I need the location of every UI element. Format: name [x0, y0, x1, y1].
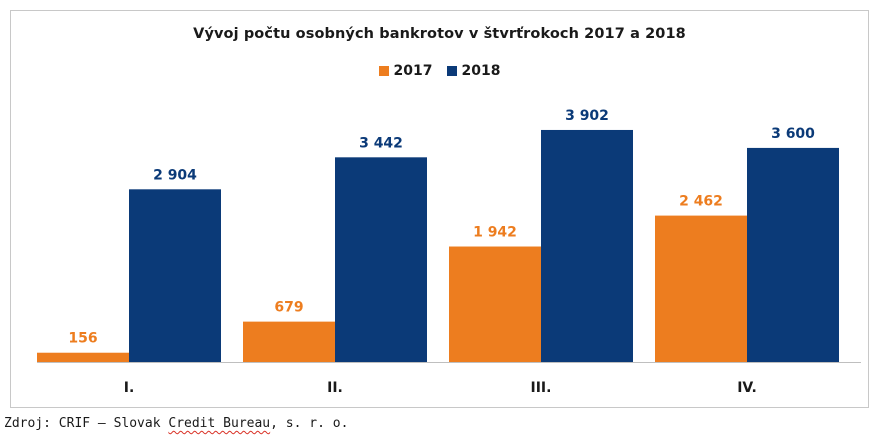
bar-2018-2: [335, 157, 427, 362]
bar-2017-4: [655, 215, 747, 362]
bar-2018-3: [541, 129, 633, 362]
data-label-2017-2: 679: [274, 300, 303, 316]
legend-swatch-2017: [378, 66, 389, 76]
data-label-2017-1: 156: [68, 331, 97, 347]
chart-legend: 2017 2018: [11, 63, 868, 79]
bar-2017-3: [449, 246, 541, 362]
chart-title: Vývoj počtu osobných bankrotov v štvrťro…: [193, 26, 686, 42]
category-label-3: III.: [531, 380, 552, 396]
data-label-2018-2: 3 442: [359, 135, 403, 151]
category-label-1: I.: [124, 380, 135, 396]
legend-item-2017: 2017: [378, 63, 433, 79]
category-label-4: IV.: [737, 380, 757, 396]
legend-label-2018: 2018: [461, 63, 501, 79]
bar-2018-1: [129, 189, 221, 362]
category-label-2: II.: [327, 380, 343, 396]
bar-2017-2: [243, 321, 335, 362]
bar-plot: 156 2 904 I. 679 3 442 II. 1 942 3 902 III. 2 462…: [37, 108, 861, 396]
bar-2017-1: [37, 352, 129, 362]
legend-label-2017: 2017: [393, 63, 433, 79]
bar-2018-4: [747, 147, 839, 362]
data-label-2017-4: 2 462: [679, 194, 723, 210]
legend-item-2018: 2018: [446, 63, 501, 79]
source-note: Zdroj: CRIF – Slovak Credit Bureau, s. r…: [4, 416, 348, 431]
source-credit-bureau: Credit Bureau: [168, 416, 271, 431]
data-label-2018-4: 3 600: [771, 126, 815, 142]
data-label-2017-3: 1 942: [473, 225, 517, 241]
legend-swatch-2018: [446, 66, 457, 76]
chart-frame: Vývoj počtu osobných bankrotov v štvrťro…: [10, 10, 869, 408]
data-label-2018-1: 2 904: [153, 167, 197, 183]
source-suffix: , s. r. o.: [270, 416, 349, 431]
source-prefix: Zdroj: CRIF – Slovak: [4, 416, 169, 431]
data-label-2018-3: 3 902: [565, 108, 609, 124]
